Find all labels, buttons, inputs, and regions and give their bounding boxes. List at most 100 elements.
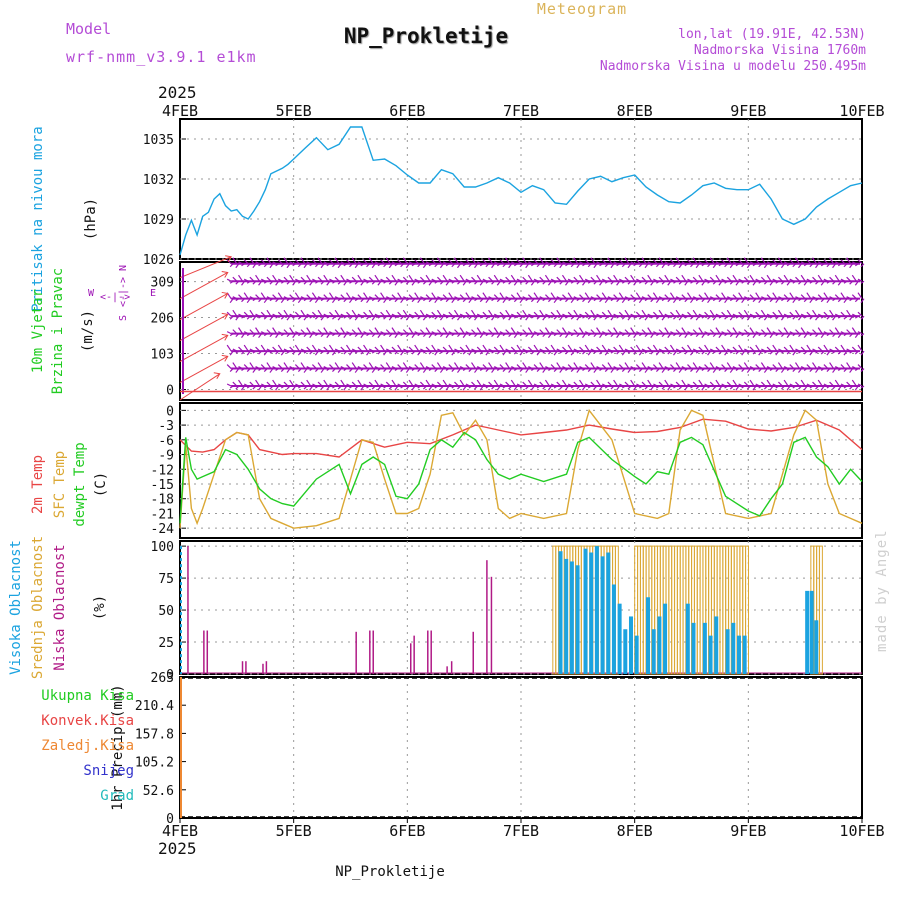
wind-barb bbox=[829, 276, 835, 282]
wind-barb bbox=[851, 327, 857, 334]
wind-barb bbox=[269, 315, 274, 321]
wind-barb bbox=[675, 348, 681, 352]
wind-barb bbox=[317, 276, 323, 282]
wind-barb bbox=[525, 280, 530, 285]
wind-barb bbox=[303, 368, 308, 373]
wind-barb bbox=[258, 333, 263, 338]
wind-barb bbox=[397, 278, 402, 282]
wind-barb bbox=[576, 385, 581, 390]
wind-barb bbox=[479, 280, 484, 286]
wind-barb bbox=[400, 385, 404, 389]
wind-barb bbox=[386, 348, 391, 352]
wind-barb bbox=[496, 263, 501, 267]
wind-barb bbox=[562, 294, 567, 300]
wind-barb bbox=[320, 368, 325, 373]
wind-barb bbox=[286, 298, 291, 302]
wind-barb bbox=[556, 381, 562, 387]
wind-barb bbox=[641, 348, 647, 352]
wind-barb bbox=[513, 368, 518, 372]
wind-barb bbox=[593, 280, 598, 285]
wind-barb bbox=[547, 333, 552, 338]
wind-barb bbox=[431, 364, 437, 369]
wind-barb bbox=[414, 344, 420, 352]
wind-barb bbox=[340, 274, 346, 282]
wind-barb bbox=[564, 385, 569, 391]
wind-barb bbox=[280, 298, 285, 304]
wind-barb bbox=[772, 364, 778, 369]
wind-barb bbox=[542, 280, 547, 285]
wind-barb bbox=[613, 327, 619, 334]
precip-legend: Ukupna Kisa Konvek.Kisa Zaledj.Kisa Snij… bbox=[41, 688, 134, 804]
wind-barb bbox=[425, 379, 431, 387]
wind-barb bbox=[573, 348, 579, 352]
wind-barb bbox=[729, 333, 734, 338]
wind-barb bbox=[826, 298, 831, 304]
wind-barb bbox=[465, 344, 471, 352]
wind-barb bbox=[405, 368, 410, 373]
wind-barb bbox=[272, 366, 277, 370]
wind-barb bbox=[658, 276, 664, 282]
wind-barb bbox=[383, 368, 388, 372]
wind-barb bbox=[780, 263, 785, 269]
wind-barb bbox=[260, 259, 266, 265]
wind-barb bbox=[235, 333, 240, 338]
wind-barb bbox=[678, 280, 683, 285]
wind-barb bbox=[516, 344, 522, 352]
wind-barb bbox=[323, 313, 329, 317]
wind-barb bbox=[752, 280, 757, 286]
wind-barb bbox=[485, 315, 490, 320]
wind-barb bbox=[442, 313, 448, 317]
wind-barb bbox=[366, 315, 370, 320]
wind-barb bbox=[613, 346, 619, 352]
wind-barb bbox=[493, 274, 499, 282]
wind-barb bbox=[544, 327, 550, 334]
wind-barb bbox=[505, 329, 511, 335]
wind-barb bbox=[843, 385, 848, 389]
wind-barb bbox=[789, 259, 795, 265]
wind-barb bbox=[294, 292, 300, 300]
wind-barb bbox=[292, 280, 297, 286]
wind-barb bbox=[431, 259, 437, 265]
wind-barb bbox=[528, 313, 533, 317]
wind-barb bbox=[513, 333, 518, 338]
wind-barb bbox=[255, 294, 260, 300]
wind-barb bbox=[556, 296, 562, 300]
wind-barb bbox=[726, 381, 732, 387]
wind-barb bbox=[704, 383, 709, 387]
wind-barb bbox=[238, 379, 244, 387]
wind-barb bbox=[496, 385, 501, 391]
compass-north: N bbox=[118, 265, 129, 271]
wind-barb bbox=[226, 344, 232, 352]
wind-barb bbox=[346, 364, 351, 369]
wind-barb bbox=[601, 278, 607, 282]
wind-barb bbox=[332, 368, 336, 372]
wind-barb bbox=[371, 333, 376, 338]
wind-barb bbox=[471, 362, 477, 369]
wind-barb bbox=[607, 296, 613, 300]
wind-barb bbox=[255, 327, 261, 334]
wind-barb bbox=[573, 381, 579, 387]
wind-barb bbox=[289, 294, 295, 300]
wind-barb bbox=[621, 333, 626, 337]
wind-barb bbox=[760, 276, 766, 282]
wind-barb bbox=[673, 315, 677, 320]
high-cloud-bar bbox=[725, 629, 730, 674]
wind-barb bbox=[329, 364, 334, 369]
y-tick-label: 100 bbox=[151, 540, 174, 555]
wind-barb bbox=[394, 263, 399, 267]
wind-barb bbox=[249, 329, 255, 335]
wind-barb bbox=[854, 315, 859, 319]
wind-barb bbox=[590, 381, 596, 387]
wind-barb bbox=[769, 350, 774, 355]
wind-barb bbox=[371, 298, 376, 302]
wind-barb bbox=[422, 333, 427, 338]
wind-barb bbox=[394, 350, 399, 355]
wind-barb bbox=[732, 274, 738, 282]
wind-barb bbox=[374, 274, 380, 282]
wind-barb bbox=[547, 280, 552, 286]
wind-barb bbox=[795, 296, 800, 300]
wind-barb bbox=[462, 315, 467, 319]
wind-barb bbox=[752, 385, 757, 391]
wind-barb bbox=[366, 263, 370, 268]
wind-barb bbox=[394, 333, 399, 338]
